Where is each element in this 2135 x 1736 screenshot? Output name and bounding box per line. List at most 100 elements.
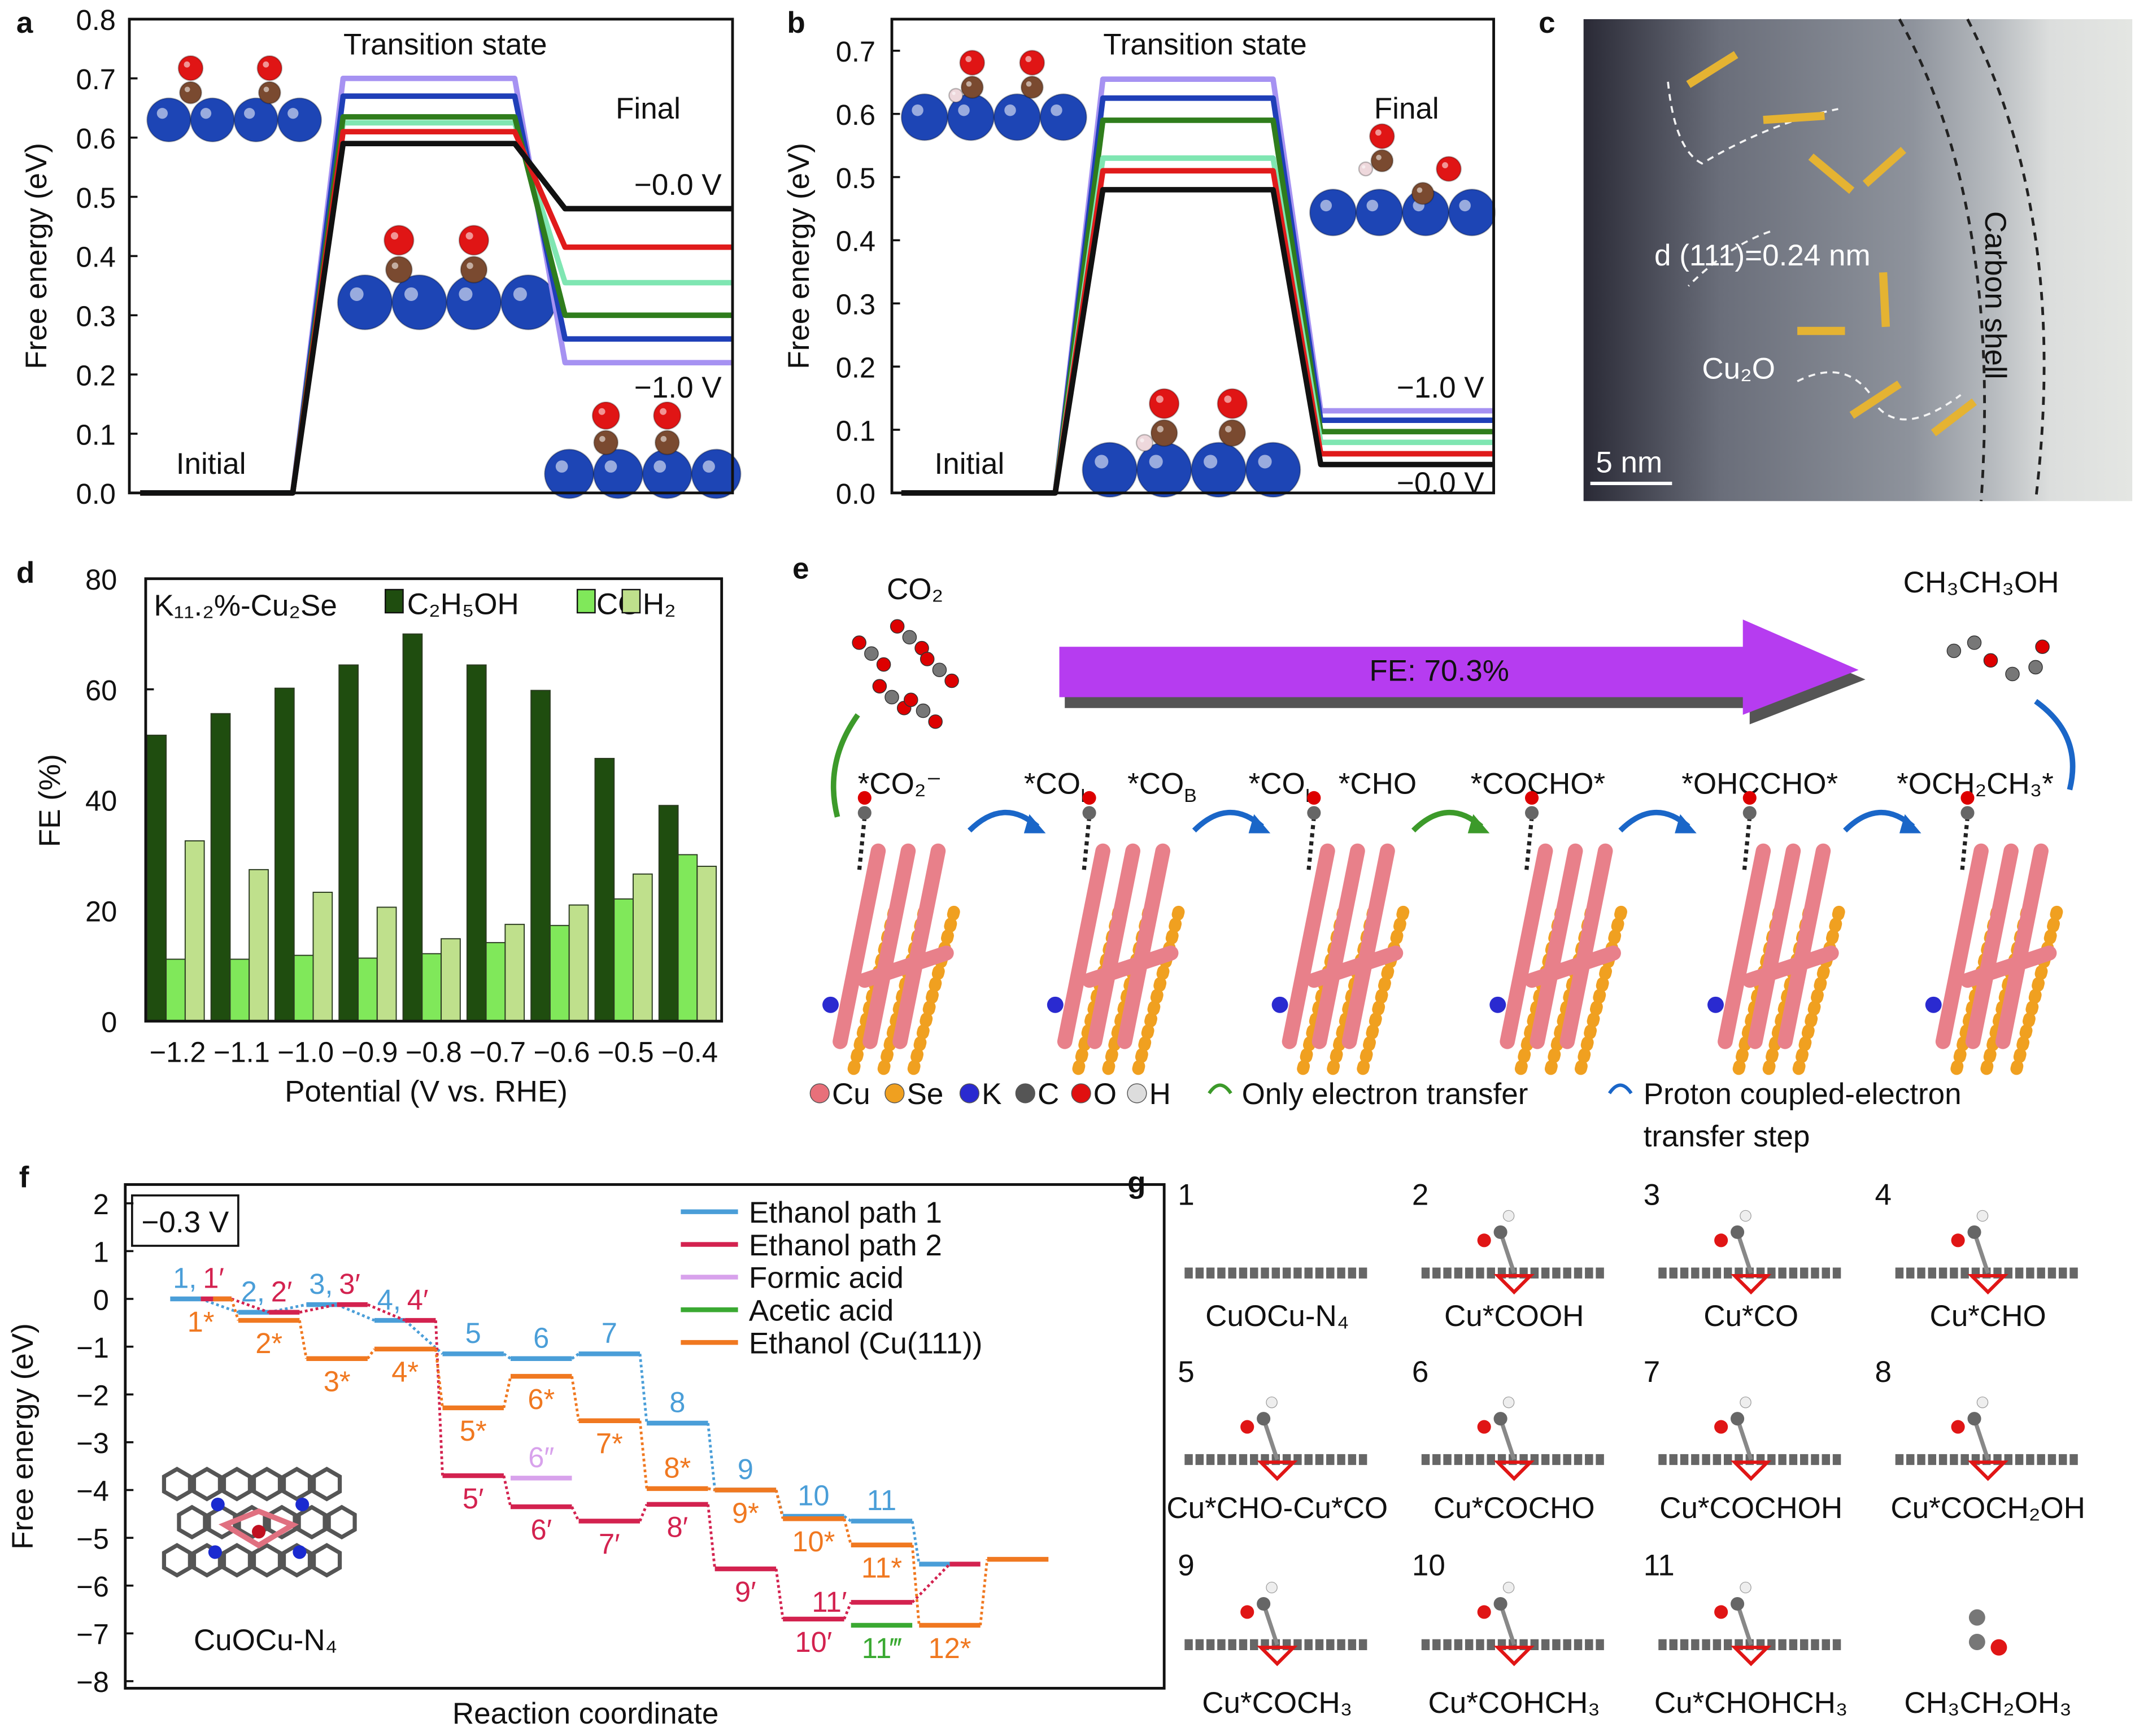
level-label: 5′ [463,1482,484,1515]
level-label: 7* [596,1428,623,1460]
carbon-atom-highlight [1376,155,1382,160]
oxygen-atom [251,1525,266,1539]
cu-atom-highlight [1366,199,1379,212]
intermediate-label: *OCH₂CH₃* [1897,767,2054,801]
y-tick-label: 0.6 [76,123,116,155]
level-label: 9 [738,1453,753,1485]
bar-CO [165,958,186,1022]
level-label: 3* [324,1366,351,1398]
cu-atom [544,448,595,499]
carbon-atom [1731,1597,1745,1611]
level-connector [638,1503,648,1522]
cu2se-slab [1707,791,1846,1075]
structure-item: 4 Cu*CHO [1875,1179,2081,1333]
desorption-arrow [2034,699,2076,791]
bar-H₂ [184,840,205,1022]
intermediate-subscript: B [1184,785,1197,806]
plot-frame [124,1183,1166,1690]
carbon-atom [1968,1634,1985,1650]
level-connector [298,1320,308,1359]
carbon-ring [221,1543,252,1578]
legend-swatch [576,588,596,614]
panel-label: d [16,556,34,590]
cu-o-cu-core [1730,1646,1772,1667]
level-label: 1* [188,1306,215,1338]
atom-legend-label: H [1149,1078,1171,1111]
intermediate-formula: *CO [1024,767,1080,801]
potential-bottom-label: −0.0 V [1397,466,1484,500]
cu-atom [190,97,235,143]
bar-CO [293,954,314,1022]
structure-number: 5 [1178,1355,1195,1389]
cu-atom-highlight [1258,455,1272,469]
phase-label: Cu₂O [1702,352,1775,385]
oxygen-atom [1951,1420,1965,1434]
level-label: 8 [669,1386,685,1419]
oxygen-atom [1477,1420,1491,1434]
y-tick-label: 0.0 [76,478,116,510]
potential-label: −0.3 V [141,1206,229,1239]
bar-C₂H₅OH [594,758,615,1022]
level-label: 4, [377,1284,401,1316]
hydrogen-atom-highlight [1362,165,1366,169]
oxygen-atom-highlight [263,61,269,68]
level-connector [774,1489,785,1519]
oxygen-atom [1148,388,1180,419]
x-tick-label: −1.0 [277,1036,334,1068]
plot-frame [128,18,734,495]
y-tick-label: 0.7 [76,63,116,95]
carbon-atom-highlight [391,262,399,269]
atom [916,703,931,718]
hydrogen-atom [1502,1210,1515,1222]
panel-label: b [787,6,805,40]
carbon-atom [857,806,872,820]
cu-atom [277,97,323,143]
carbon-ring [311,1543,342,1578]
atom-legend: Cu Se K C O H [809,1078,1171,1111]
k-atom [1271,996,1288,1013]
y-axis-label: Free energy (eV) [20,143,53,369]
atom-swatch-C [1015,1083,1035,1103]
carbon-atom-highlight [660,435,667,442]
bond [1960,817,1970,872]
step-arrows [830,699,2076,834]
y-tick-label: 0.4 [836,225,875,258]
intermediate-formula: *OHCCHO* [1681,767,1838,801]
legend-pcet-line2: transfer step [1644,1120,1810,1153]
atom-swatch-O [1071,1083,1091,1103]
intermediate-formula: *CO [1249,767,1305,801]
y-tick-label: −6 [76,1571,109,1603]
carbon-atom [1307,806,1321,820]
oxygen-atom [1742,791,1757,805]
intermediate-formula: *OCH₂CH₃* [1897,767,2054,801]
oxygen-atom [1240,1605,1254,1619]
cu-o-cu-core [1493,1273,1535,1295]
carbon-ring [207,1504,237,1540]
carbon-atom [1967,1225,1981,1239]
level-connector [367,1303,406,1322]
cu-atom [500,274,556,330]
inset-caption: CuOCu-N₄ [194,1624,337,1657]
cu-rod [862,843,916,1049]
y-tick-label: 1 [93,1236,109,1268]
bar-C₂H₅OH [274,687,295,1022]
structure-number: 10 [1412,1549,1445,1582]
cu-atom-highlight [156,108,168,119]
y-tick-label: 40 [85,785,117,817]
cu-atom-highlight [1204,455,1218,469]
carbon-atom [1493,1225,1507,1239]
level-label: 6′ [530,1513,552,1546]
potential-box [131,1194,239,1247]
panel-label: c [1539,6,1555,40]
cu-o-cu-core [1967,1460,2008,1481]
level-label: 1′ [203,1262,224,1294]
atom-legend-label: Se [907,1078,944,1111]
adsorption-arrow [830,713,860,818]
structure-item: CH₃CH₂OH₃ [1904,1609,2072,1720]
cu-atom [1355,189,1404,237]
carbon-atom-highlight [966,81,972,87]
bar-H₂ [441,938,461,1022]
oxygen-atom [1307,791,1321,805]
level-label: 7 [602,1317,617,1349]
legend: C₂H₅OH CO H₂ [385,587,676,621]
